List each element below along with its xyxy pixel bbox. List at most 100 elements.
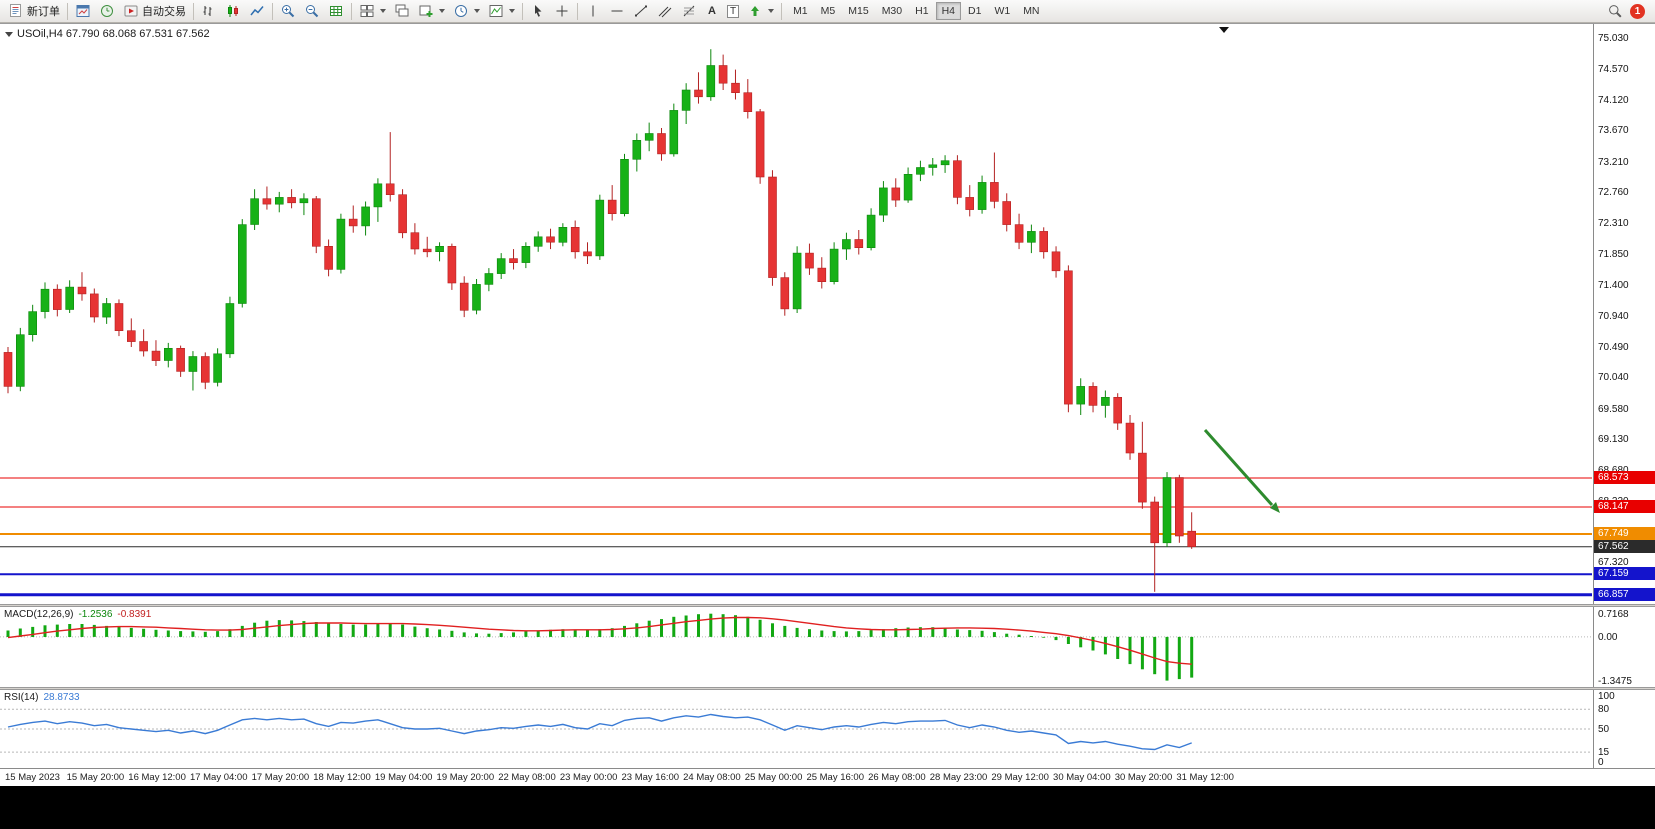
- macd-axis-label: -1.3475: [1598, 675, 1632, 687]
- channel-tool-button[interactable]: [653, 1, 677, 21]
- price-line-badge: 68.147: [1594, 499, 1655, 513]
- price-axis-label: 70.040: [1598, 372, 1629, 384]
- timeframe-w1[interactable]: W1: [994, 5, 1011, 17]
- macd-signal-value: -0.8391: [117, 609, 152, 620]
- tile-windows-button[interactable]: [355, 1, 390, 21]
- cursor-icon: [535, 5, 542, 17]
- new-order-button[interactable]: 新订单: [4, 1, 64, 21]
- price-axis-label: 73.670: [1598, 125, 1629, 137]
- search-icon[interactable]: [1607, 3, 1623, 19]
- trendline-icon: [635, 5, 647, 17]
- rsi-plot[interactable]: [0, 690, 1592, 768]
- candlestick-mode-button[interactable]: [221, 1, 245, 21]
- timeframe-m15[interactable]: M15: [848, 5, 869, 17]
- vertical-line-tool-button[interactable]: [581, 1, 605, 21]
- arrow-shape-icon: [751, 6, 760, 16]
- rsi-value: 28.8733: [43, 692, 80, 703]
- macd-axis-label: 0.00: [1598, 631, 1618, 643]
- rsi-axis-label: 50: [1598, 724, 1610, 735]
- candlestick-plot[interactable]: [0, 24, 1592, 604]
- price-axis-label: 73.210: [1598, 156, 1629, 168]
- time-axis-label: 19 May 20:00: [436, 772, 495, 783]
- rsi-axis-label: 15: [1598, 747, 1610, 759]
- timeframe-mn[interactable]: MN: [1023, 5, 1040, 17]
- price-line-badge: 67.159: [1594, 567, 1655, 581]
- new-chart-button[interactable]: [414, 1, 449, 21]
- cascade-windows-button[interactable]: [390, 1, 414, 21]
- label-tool-button[interactable]: T: [723, 1, 743, 21]
- toolbar-separator: [193, 2, 194, 20]
- charts-window-button[interactable]: [71, 1, 95, 21]
- timeframe-group: M1 M5 M15 M30 H1 H4 D1 W1 MN: [787, 2, 1045, 20]
- rsi-axis: 100 80 50 15 0: [1593, 690, 1655, 768]
- bar-chart-mode-button[interactable]: [197, 1, 221, 21]
- timeframe-d1[interactable]: D1: [968, 5, 982, 17]
- time-axis-label: 31 May 12:00: [1176, 772, 1234, 783]
- panel-separator[interactable]: [0, 604, 1655, 607]
- price-axis-label: 67.320: [1598, 557, 1629, 569]
- horizontal-line-tool-button[interactable]: [605, 1, 629, 21]
- rsi-name: RSI(14): [4, 692, 39, 703]
- zoom-out-button[interactable]: [300, 1, 324, 21]
- chart-window: 75.030 74.570 74.120 73.670 73.210 72.760 72.3…: [0, 23, 1655, 786]
- clock-icon: [455, 5, 467, 17]
- time-axis-label: 29 May 12:00: [991, 772, 1049, 783]
- price-axis-label: 74.570: [1598, 64, 1629, 76]
- timeframe-h4[interactable]: H4: [935, 2, 961, 20]
- grid-button[interactable]: [324, 1, 348, 21]
- price-axis[interactable]: 75.030 74.570 74.120 73.670 73.210 72.760 72.3…: [1593, 24, 1655, 604]
- tile-windows-icon: [360, 5, 374, 17]
- bottom-black-bar: [0, 786, 1655, 829]
- market-watch-icon: [101, 5, 113, 17]
- fibonacci-icon: [683, 5, 695, 17]
- chart-shift-marker[interactable]: [1219, 27, 1229, 33]
- time-axis[interactable]: 15 May 2023 15 May 20:00 16 May 12:00 17 Ma…: [0, 768, 1655, 786]
- line-chart-icon: [250, 6, 264, 16]
- timeframe-m5[interactable]: M5: [820, 5, 836, 17]
- collapse-icon[interactable]: [5, 31, 13, 37]
- macd-label: MACD(12,26,9) -1.2536 -0.8391: [4, 609, 151, 620]
- shapes-tool-button[interactable]: [743, 1, 778, 21]
- price-axis-label: 70.490: [1598, 341, 1629, 353]
- toolbar-separator: [67, 2, 68, 20]
- toolbar-separator: [351, 2, 352, 20]
- zoom-in-icon: [282, 5, 295, 18]
- indicators-icon: [489, 5, 503, 17]
- cascade-windows-icon: [395, 4, 409, 17]
- indicators-button[interactable]: [484, 1, 519, 21]
- trendline-tool-button[interactable]: [629, 1, 653, 21]
- time-axis-label: 26 May 08:00: [868, 772, 926, 783]
- price-axis-label: 70.940: [1598, 311, 1629, 323]
- price-line-badge: 67.749: [1594, 527, 1655, 541]
- toolbar-right: 1: [1607, 3, 1651, 19]
- time-axis-label: 25 May 00:00: [744, 772, 803, 783]
- market-watch-button[interactable]: [95, 1, 119, 21]
- timeframe-m30[interactable]: M30: [881, 5, 903, 17]
- toolbar-separator: [522, 2, 523, 20]
- timeframe-m1[interactable]: M1: [793, 5, 808, 17]
- price-axis-label: 75.030: [1598, 32, 1629, 44]
- auto-trading-label: 自动交易: [142, 6, 186, 18]
- label-tool-icon: T: [726, 4, 740, 18]
- panel-separator[interactable]: [0, 687, 1655, 690]
- chart-symbol-header: USOil,H4 67.790 68.068 67.531 67.562: [5, 28, 210, 40]
- price-axis-label: 68.680: [1598, 465, 1629, 476]
- new-chart-icon: [419, 5, 433, 17]
- bar-chart-icon: [203, 6, 212, 16]
- time-axis-label: 23 May 00:00: [559, 772, 618, 783]
- line-chart-mode-button[interactable]: [245, 1, 269, 21]
- fibonacci-tool-button[interactable]: [677, 1, 701, 21]
- text-tool-button[interactable]: A: [701, 1, 723, 21]
- cursor-tool-button[interactable]: [526, 1, 550, 21]
- macd-plot[interactable]: [0, 607, 1592, 687]
- channel-icon: [658, 6, 672, 18]
- zoom-in-button[interactable]: [276, 1, 300, 21]
- notification-badge[interactable]: 1: [1630, 3, 1645, 19]
- timeframe-h1[interactable]: H1: [915, 5, 929, 17]
- period-button[interactable]: [449, 1, 484, 21]
- auto-trading-button[interactable]: 自动交易: [119, 1, 190, 21]
- horizontal-line-icon: [611, 10, 623, 12]
- price-axis-label: 71.850: [1598, 249, 1629, 261]
- crosshair-tool-button[interactable]: [550, 1, 574, 21]
- rsi-axis-label: 80: [1598, 704, 1610, 716]
